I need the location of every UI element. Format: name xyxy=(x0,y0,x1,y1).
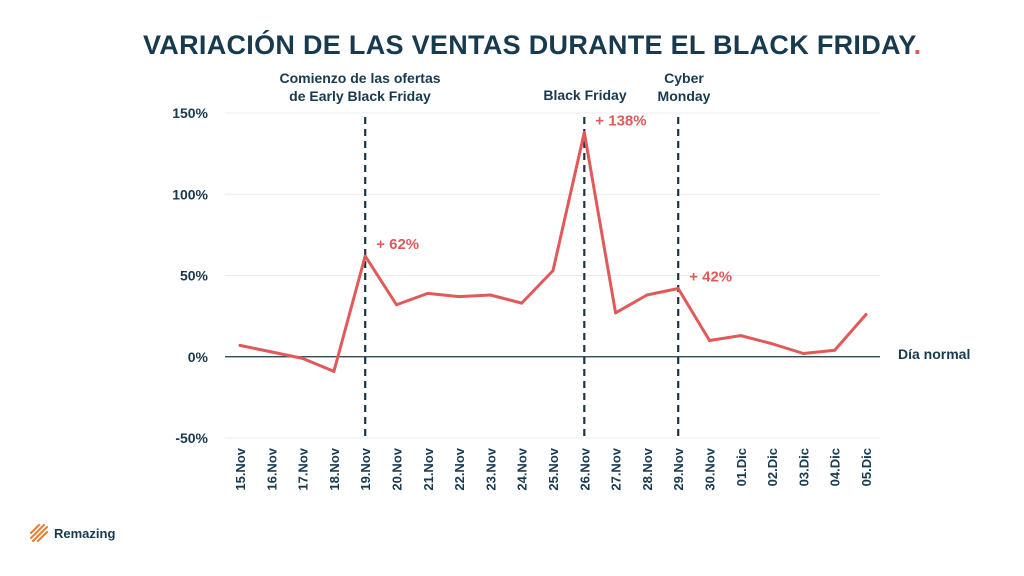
data-point xyxy=(864,313,868,316)
x-tick-label: 25.Nov xyxy=(546,447,561,490)
x-tick-label: 22.Nov xyxy=(452,447,467,490)
y-axis-ticks: -50% 0% 50% 100% 150% xyxy=(172,105,208,446)
data-point xyxy=(395,303,398,307)
event-marker-label: Black Friday xyxy=(543,87,626,103)
brand-logo: Remazing xyxy=(30,524,115,542)
remazing-logo-icon xyxy=(30,524,48,542)
data-point xyxy=(363,254,367,258)
y-tick-label: -50% xyxy=(175,430,208,446)
data-point xyxy=(833,348,837,352)
x-tick-label: 17.Nov xyxy=(296,447,311,490)
event-marker-label: Monday xyxy=(658,88,711,104)
data-point xyxy=(488,293,492,297)
data-point xyxy=(457,295,461,299)
baseline-label: Día normal xyxy=(898,346,970,362)
series-layer xyxy=(238,131,868,373)
series-line xyxy=(238,131,868,373)
data-point xyxy=(269,350,273,354)
data-point xyxy=(801,352,805,355)
y-tick-label: 50% xyxy=(180,268,209,284)
data-label: + 62% xyxy=(376,236,419,253)
grid-lines xyxy=(225,112,880,439)
x-tick-label: 29.Nov xyxy=(671,447,686,490)
chart-title-text: VARIACIÓN DE LAS VENTAS DURANTE EL BLACK… xyxy=(143,30,914,60)
x-tick-label: 16.Nov xyxy=(264,447,279,490)
data-point xyxy=(645,293,649,297)
x-tick-label: 30.Nov xyxy=(703,447,718,490)
data-point xyxy=(520,301,524,305)
x-tick-label: 24.Nov xyxy=(515,447,530,490)
x-tick-label: 28.Nov xyxy=(640,447,655,490)
data-point xyxy=(739,334,743,338)
x-tick-label: 02.Dic xyxy=(765,448,780,486)
data-point xyxy=(551,269,555,273)
x-tick-label: 05.Dic xyxy=(859,448,874,486)
zero-baseline: Día normal xyxy=(225,346,970,362)
data-point xyxy=(332,369,336,373)
x-tick-label: 01.Dic xyxy=(734,448,749,486)
x-tick-label: 19.Nov xyxy=(358,447,373,490)
data-point xyxy=(676,287,680,290)
x-tick-label: 23.Nov xyxy=(483,447,498,490)
x-tick-label: 26.Nov xyxy=(577,447,592,490)
data-label: + 138% xyxy=(595,113,646,130)
event-markers: Comienzo de las ofertas de Early Black Fr… xyxy=(279,70,711,438)
x-tick-label: 18.Nov xyxy=(327,447,342,490)
event-marker-label: Comienzo de las ofertas xyxy=(279,70,440,86)
x-axis-ticks: 15.Nov 16.Nov 17.Nov 18.Nov 19.Nov 20.Nov 21.N… xyxy=(233,447,874,490)
event-marker-label: Cyber xyxy=(664,70,704,86)
x-tick-label: 20.Nov xyxy=(390,447,405,490)
data-point xyxy=(708,339,711,342)
data-label: + 42% xyxy=(689,269,732,286)
data-point xyxy=(770,342,774,346)
data-point xyxy=(614,311,618,315)
title-dot: . xyxy=(913,30,922,60)
x-tick-label: 27.Nov xyxy=(609,447,624,490)
brand-name: Remazing xyxy=(54,525,116,541)
x-tick-label: 21.Nov xyxy=(421,447,436,490)
y-tick-label: 0% xyxy=(188,349,209,365)
chart-title: VARIACIÓN DE LAS VENTAS DURANTE EL BLACK… xyxy=(143,30,921,61)
y-tick-label: 100% xyxy=(172,186,208,202)
data-point xyxy=(238,343,242,347)
y-tick-label: 150% xyxy=(172,105,208,121)
data-point xyxy=(426,291,430,295)
x-tick-label: 03.Dic xyxy=(796,448,811,486)
event-marker-label: de Early Black Friday xyxy=(289,88,431,104)
data-point xyxy=(301,356,305,360)
x-tick-label: 04.Dic xyxy=(828,448,843,486)
data-point xyxy=(582,131,586,134)
annotations: + 62% + 138% + 42% xyxy=(376,113,732,286)
x-tick-label: 15.Nov xyxy=(233,447,248,490)
